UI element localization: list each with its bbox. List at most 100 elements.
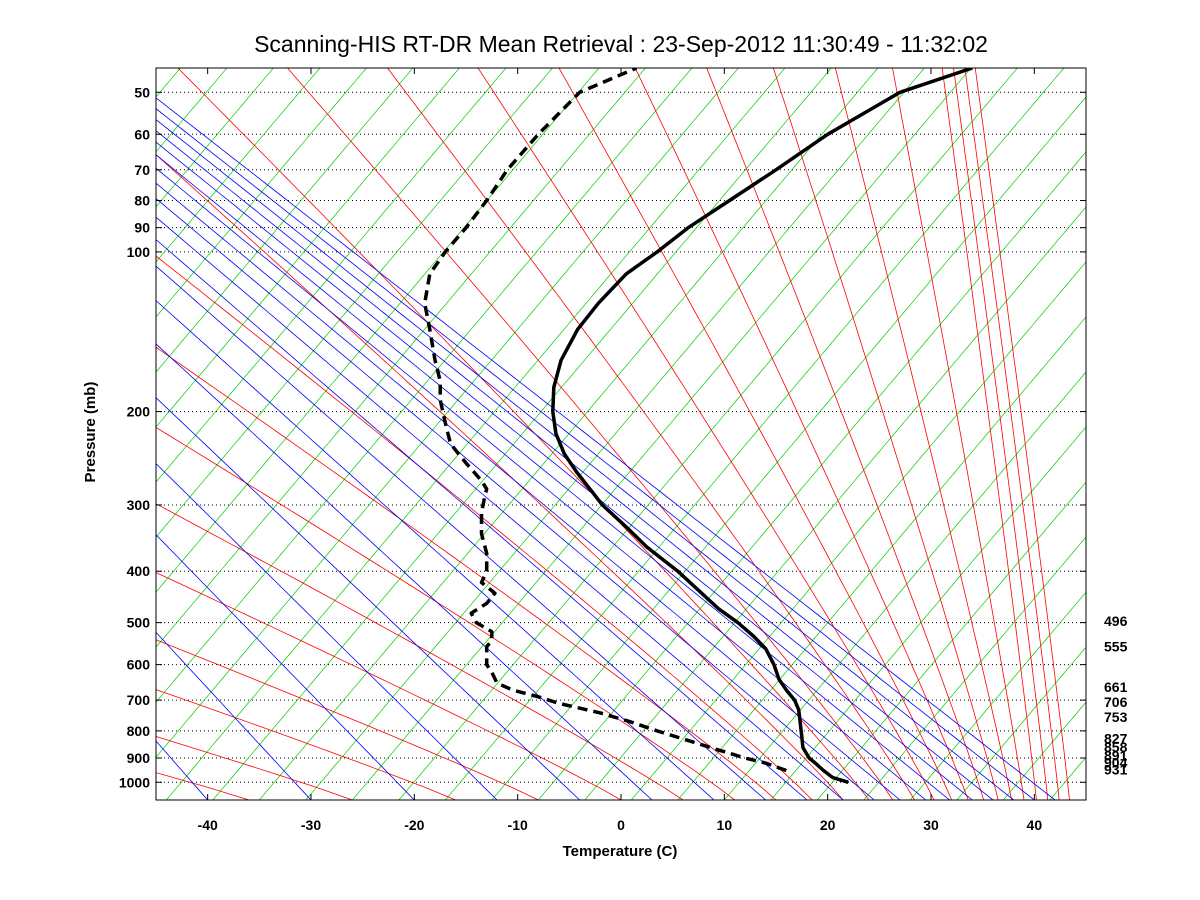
right-pressure-label: 496 <box>1104 613 1128 629</box>
dry-adiabat-line <box>941 68 1037 800</box>
pressure-grid <box>156 91 1086 783</box>
mixing-ratio-line <box>817 481 1086 800</box>
mixing-ratio-line <box>1143 68 1200 800</box>
y-tick-label: 500 <box>127 615 151 631</box>
moist-adiabat-line <box>156 462 498 800</box>
right-pressure-label: 891 <box>1104 748 1128 764</box>
moist-adiabat-line <box>156 154 950 800</box>
moist-adiabat-line <box>156 167 927 800</box>
right-pressure-label: 661 <box>1104 679 1128 695</box>
mixing-ratio-line <box>584 206 1086 800</box>
moist-adiabat-line <box>156 239 808 800</box>
x-tick-label: -40 <box>198 817 218 833</box>
dry-adiabat-line <box>964 68 1060 800</box>
y-tick-label: 1000 <box>119 774 150 790</box>
y-tick-label: 700 <box>127 692 151 708</box>
dry-adiabat-line <box>156 772 250 800</box>
mixing-ratio-line <box>156 68 321 263</box>
x-tick-label: -30 <box>301 817 321 833</box>
dry-adiabat-line <box>156 255 813 800</box>
mixing-ratio-line <box>0 68 41 800</box>
dry-adiabat-line <box>773 68 999 800</box>
moist-adiabat-line <box>156 631 312 800</box>
right-pressure-label: 827 <box>1104 731 1128 747</box>
x-tick-label: 10 <box>717 817 733 833</box>
dry-adiabat-line <box>156 503 684 800</box>
moist-adiabat-line <box>156 265 766 800</box>
right-pressure-label: 706 <box>1104 694 1128 710</box>
dry-adiabat-line <box>477 68 935 800</box>
moist-adiabat-line <box>156 197 875 800</box>
mixing-ratio-line <box>156 68 507 483</box>
mixing-ratio-line <box>677 316 1086 800</box>
dry-adiabat-line <box>892 68 1025 800</box>
y-tick-label: 60 <box>134 126 150 142</box>
x-tick-label: 30 <box>923 817 939 833</box>
mixing-ratio-line <box>398 68 1018 800</box>
y-tick-label: 80 <box>134 193 150 209</box>
y-tick-label: 600 <box>127 657 151 673</box>
mixing-ratio-line <box>770 426 1086 800</box>
dry-adiabat-line <box>387 68 915 800</box>
dry-adiabat-line <box>156 426 735 800</box>
right-pressure-label: 904 <box>1104 755 1128 771</box>
dry-adiabat-line <box>156 689 456 800</box>
mixing-ratio-line <box>156 68 414 373</box>
thermo-background-lines <box>0 68 1200 800</box>
mixing-ratio-line <box>631 261 1086 800</box>
moist-adiabat-line <box>156 534 415 800</box>
y-axis-ticks: 50 60 70 80 90 100 200 300 400 500 600 700 800 900 100… <box>119 84 1086 790</box>
moist-adiabat-line <box>156 108 1035 800</box>
y-tick-label: 90 <box>134 220 150 236</box>
mixing-ratio-line <box>352 68 972 800</box>
mixing-ratio-line <box>156 68 739 758</box>
right-pressure-label: 858 <box>1104 739 1128 755</box>
moist-adiabat-line <box>156 216 844 800</box>
dry-adiabat-line <box>156 154 844 800</box>
mixing-ratio-line <box>724 371 1086 800</box>
y-tick-label: 200 <box>127 404 151 420</box>
dry-adiabat-line <box>834 68 1012 800</box>
mixing-ratio-line <box>445 68 1065 800</box>
profile-series <box>422 68 973 784</box>
mixing-ratio-line <box>156 68 367 318</box>
dry-adiabat-line <box>634 68 969 800</box>
mixing-ratio-line <box>1189 68 1200 800</box>
y-tick-label: 400 <box>127 563 151 579</box>
x-tick-label: 40 <box>1027 817 1043 833</box>
mixing-ratio-line <box>156 68 274 208</box>
moist-adiabat-line <box>156 182 901 800</box>
y-tick-label: 800 <box>127 723 151 739</box>
x-axis-ticks: -40 -30 -20 -10 0 10 20 30 40 <box>198 68 1043 833</box>
dry-adiabat-line <box>558 68 953 800</box>
y-tick-label: 300 <box>127 497 151 513</box>
mixing-ratio-line <box>956 646 1086 800</box>
moist-adiabat-line <box>156 130 994 800</box>
dry-adiabat-line <box>974 68 1070 800</box>
mixing-ratio-line <box>863 536 1086 800</box>
dry-adiabat-line <box>706 68 985 800</box>
dry-adiabat-line <box>287 68 894 800</box>
y-tick-label: 100 <box>127 244 151 260</box>
mixing-ratio-line <box>1003 701 1086 800</box>
dry-adiabat-line <box>156 346 777 800</box>
dry-adiabat-line <box>156 639 539 800</box>
mixing-ratio-line <box>538 151 1086 800</box>
mixing-ratio-line <box>259 68 879 800</box>
right-pressure-label: 753 <box>1104 709 1128 725</box>
mixing-ratio-line <box>0 68 134 800</box>
x-tick-label: 20 <box>820 817 836 833</box>
moist-adiabat-line <box>156 343 653 800</box>
y-tick-label: 50 <box>134 84 150 100</box>
mixing-ratio-line <box>305 68 925 800</box>
right-pressure-label: 555 <box>1104 639 1128 655</box>
moist-adiabat-line <box>156 300 715 800</box>
mixing-ratio-line <box>156 68 228 153</box>
moist-adiabat-line <box>156 397 580 800</box>
x-axis-label: Temperature (C) <box>563 843 678 860</box>
dry-adiabat-line <box>156 572 622 800</box>
mixing-ratio-line <box>156 68 693 703</box>
mixing-ratio-line <box>156 68 553 538</box>
